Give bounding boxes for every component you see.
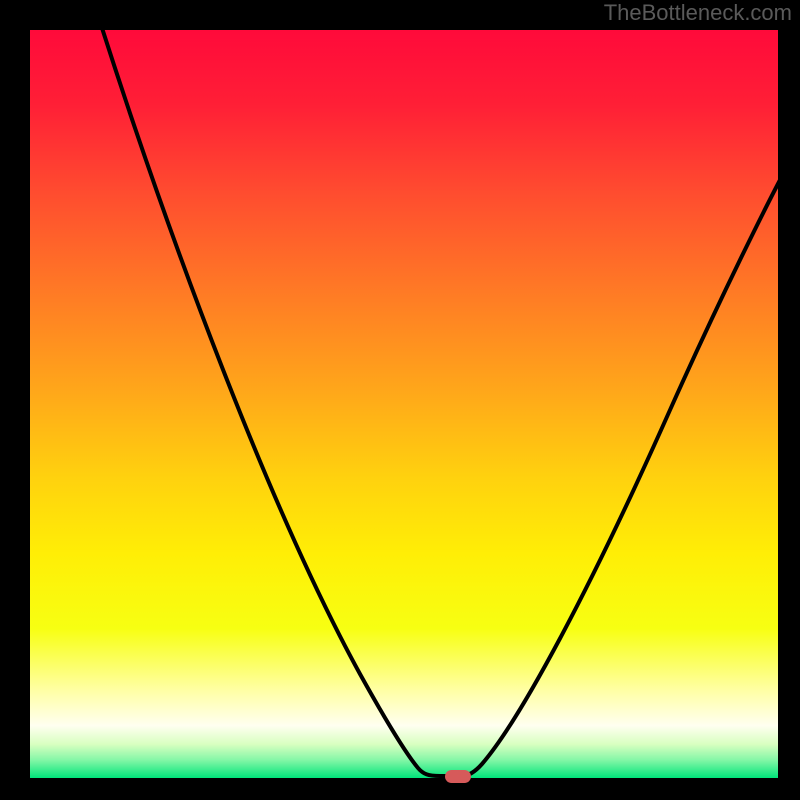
bottleneck-curve [30, 30, 778, 778]
optimal-point-marker [445, 770, 471, 783]
watermark-text: TheBottleneck.com [604, 0, 792, 26]
frame-bottom [0, 778, 800, 800]
frame-left [0, 0, 30, 800]
bottleneck-curve-path [102, 28, 788, 776]
frame-right [778, 0, 800, 800]
chart-stage: TheBottleneck.com [0, 0, 800, 800]
bottleneck-gradient-plot [30, 30, 778, 778]
